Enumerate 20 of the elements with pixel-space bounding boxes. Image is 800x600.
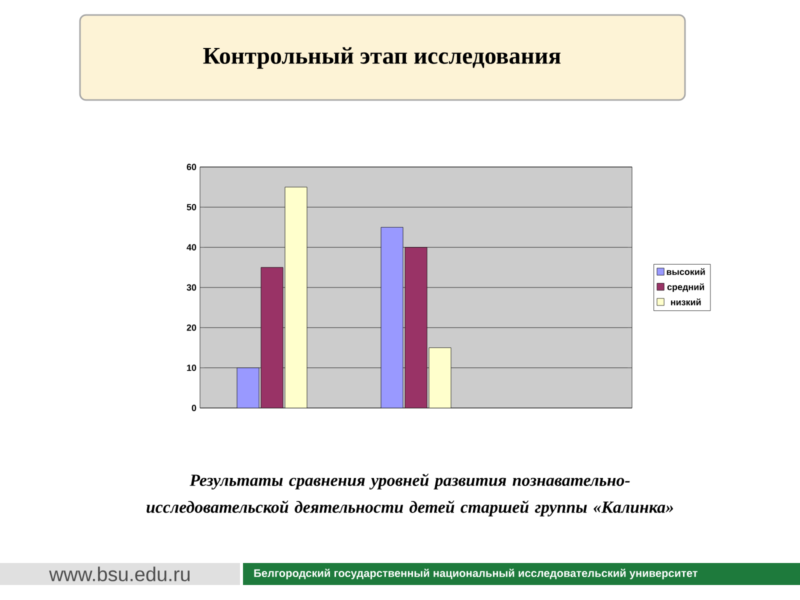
- y-tick-label: 10: [187, 364, 196, 371]
- y-tick-label: 40: [186, 244, 196, 250]
- bar: [428, 348, 452, 408]
- bar: [284, 186, 308, 408]
- y-tick-label: 60: [186, 164, 196, 170]
- bar: [236, 368, 260, 408]
- text: Белгородский государственный национальный исследовательский университет: [254, 568, 698, 580]
- bar: [404, 247, 428, 408]
- y-tick-label: 20: [186, 324, 196, 331]
- y-tick-label: 50: [186, 204, 196, 210]
- legend-label: средний: [667, 283, 704, 292]
- y-tick-label: 30: [186, 284, 196, 291]
- bar: [260, 267, 284, 408]
- legend-label: низкий: [671, 298, 701, 306]
- bar: [380, 227, 404, 408]
- text: Результаты сравнения уровней развития познавательно-исследовательской деятельности детей старшей группы «Калинка»: [146, 474, 674, 516]
- y-tick-label: 0: [192, 404, 196, 412]
- legend-label: высокий: [666, 268, 705, 276]
- text: www.bsu.edu.ru: [49, 566, 190, 582]
- chart-title: Контрольный этап исследования: [203, 47, 561, 69]
